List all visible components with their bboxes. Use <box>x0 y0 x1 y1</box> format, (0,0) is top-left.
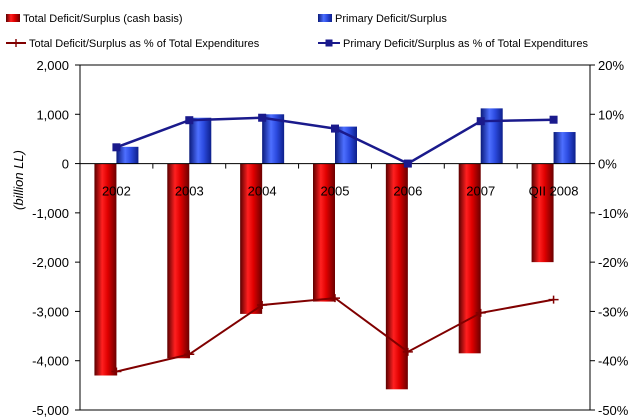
category-label: 2007 <box>466 184 495 199</box>
primary-deficit-pct-marker <box>549 115 558 124</box>
legend-swatch-total-deficit <box>6 14 20 22</box>
legend-label-total-deficit: Total Deficit/Surplus (cash basis) <box>23 13 183 25</box>
left-tick-label: 1,000 <box>36 107 69 122</box>
primary-deficit-pct-marker <box>258 113 267 122</box>
category-labels: 2002 2003 2004 2005 2006 2007 QII 2008 <box>102 184 579 199</box>
right-tick-label: -10% <box>598 206 628 221</box>
legend-label-primary-deficit: Primary Deficit/Surplus <box>335 13 447 25</box>
legend-marker-primary-deficit-pct <box>325 39 333 47</box>
total-deficit-bar <box>94 163 117 376</box>
right-tick-label: -50% <box>598 403 628 418</box>
right-tick-label: -20% <box>598 255 628 270</box>
primary-deficit-bar <box>116 146 139 164</box>
right-tick-label: -30% <box>598 304 628 319</box>
primary-deficit-bar <box>480 108 503 164</box>
legend-item-primary-deficit-pct: Primary Deficit/Surplus as % of Total Ex… <box>318 38 588 50</box>
right-tick-label: 20% <box>598 58 624 73</box>
primary-deficit-pct-marker <box>112 143 121 152</box>
right-tick-label: -40% <box>598 354 628 369</box>
category-label: 2002 <box>102 184 131 199</box>
primary-deficit-pct-marker <box>403 159 412 168</box>
left-tick-label: 0 <box>62 157 69 172</box>
legend-item-primary-deficit: Primary Deficit/Surplus <box>318 13 447 25</box>
primary-deficit-pct-marker <box>476 117 485 126</box>
bars-layer <box>94 108 576 390</box>
legend-item-total-deficit: Total Deficit/Surplus (cash basis) <box>6 13 183 25</box>
y-axis-label: (billion LL) <box>11 150 26 210</box>
category-label: 2006 <box>393 184 422 199</box>
total-deficit-bar <box>531 163 554 263</box>
left-tick-label: 2,000 <box>36 58 69 73</box>
total-deficit-pct-marker <box>257 301 268 310</box>
primary-deficit-bar <box>553 132 576 164</box>
left-tick-label: -4,000 <box>32 354 69 369</box>
category-label: QII 2008 <box>529 184 579 199</box>
total-deficit-bar <box>167 163 190 359</box>
lines-layer <box>111 113 559 376</box>
zero-axis <box>79 163 591 169</box>
legend-item-total-deficit-pct: Total Deficit/Surplus as % of Total Expe… <box>6 38 260 50</box>
right-tick-label: 0% <box>598 157 617 172</box>
legend-marker-total-deficit-pct <box>12 39 20 47</box>
total-deficit-pct-marker <box>475 308 486 317</box>
left-axis: 2,000 1,000 0 -1,000 -2,000 -3,000 -4,000 -5,00… <box>32 58 80 418</box>
category-label: 2004 <box>248 184 277 199</box>
primary-deficit-bar <box>189 117 212 164</box>
total-deficit-bar <box>385 163 408 390</box>
legend-label-total-deficit-pct: Total Deficit/Surplus as % of Total Expe… <box>29 38 260 50</box>
legend: Total Deficit/Surplus (cash basis) Prima… <box>6 13 588 50</box>
total-deficit-pct-marker <box>330 294 340 303</box>
primary-deficit-pct-marker <box>185 116 194 125</box>
left-tick-label: -5,000 <box>32 403 69 418</box>
right-tick-label: 10% <box>598 107 624 122</box>
left-tick-label: -1,000 <box>32 206 69 221</box>
legend-swatch-primary-deficit <box>318 14 332 22</box>
total-deficit-pct-marker <box>548 295 559 304</box>
primary-deficit-bar <box>262 114 285 164</box>
total-deficit-pct-marker <box>111 367 122 376</box>
total-deficit-bar <box>313 163 335 302</box>
left-tick-label: -3,000 <box>32 304 69 319</box>
total-deficit-pct-marker <box>402 347 413 356</box>
category-label: 2003 <box>175 184 204 199</box>
plot-frame <box>79 64 591 411</box>
primary-deficit-pct-marker <box>331 124 339 133</box>
total-deficit-bar <box>458 163 481 354</box>
total-deficit-pct-marker <box>184 350 195 359</box>
left-tick-label: -2,000 <box>32 255 69 270</box>
total-deficit-bar <box>240 163 263 314</box>
legend-label-primary-deficit-pct: Primary Deficit/Surplus as % of Total Ex… <box>343 38 588 50</box>
category-label: 2005 <box>321 184 350 199</box>
right-axis: 20% 10% 0% -10% -20% -30% -40% -50% <box>590 58 628 418</box>
